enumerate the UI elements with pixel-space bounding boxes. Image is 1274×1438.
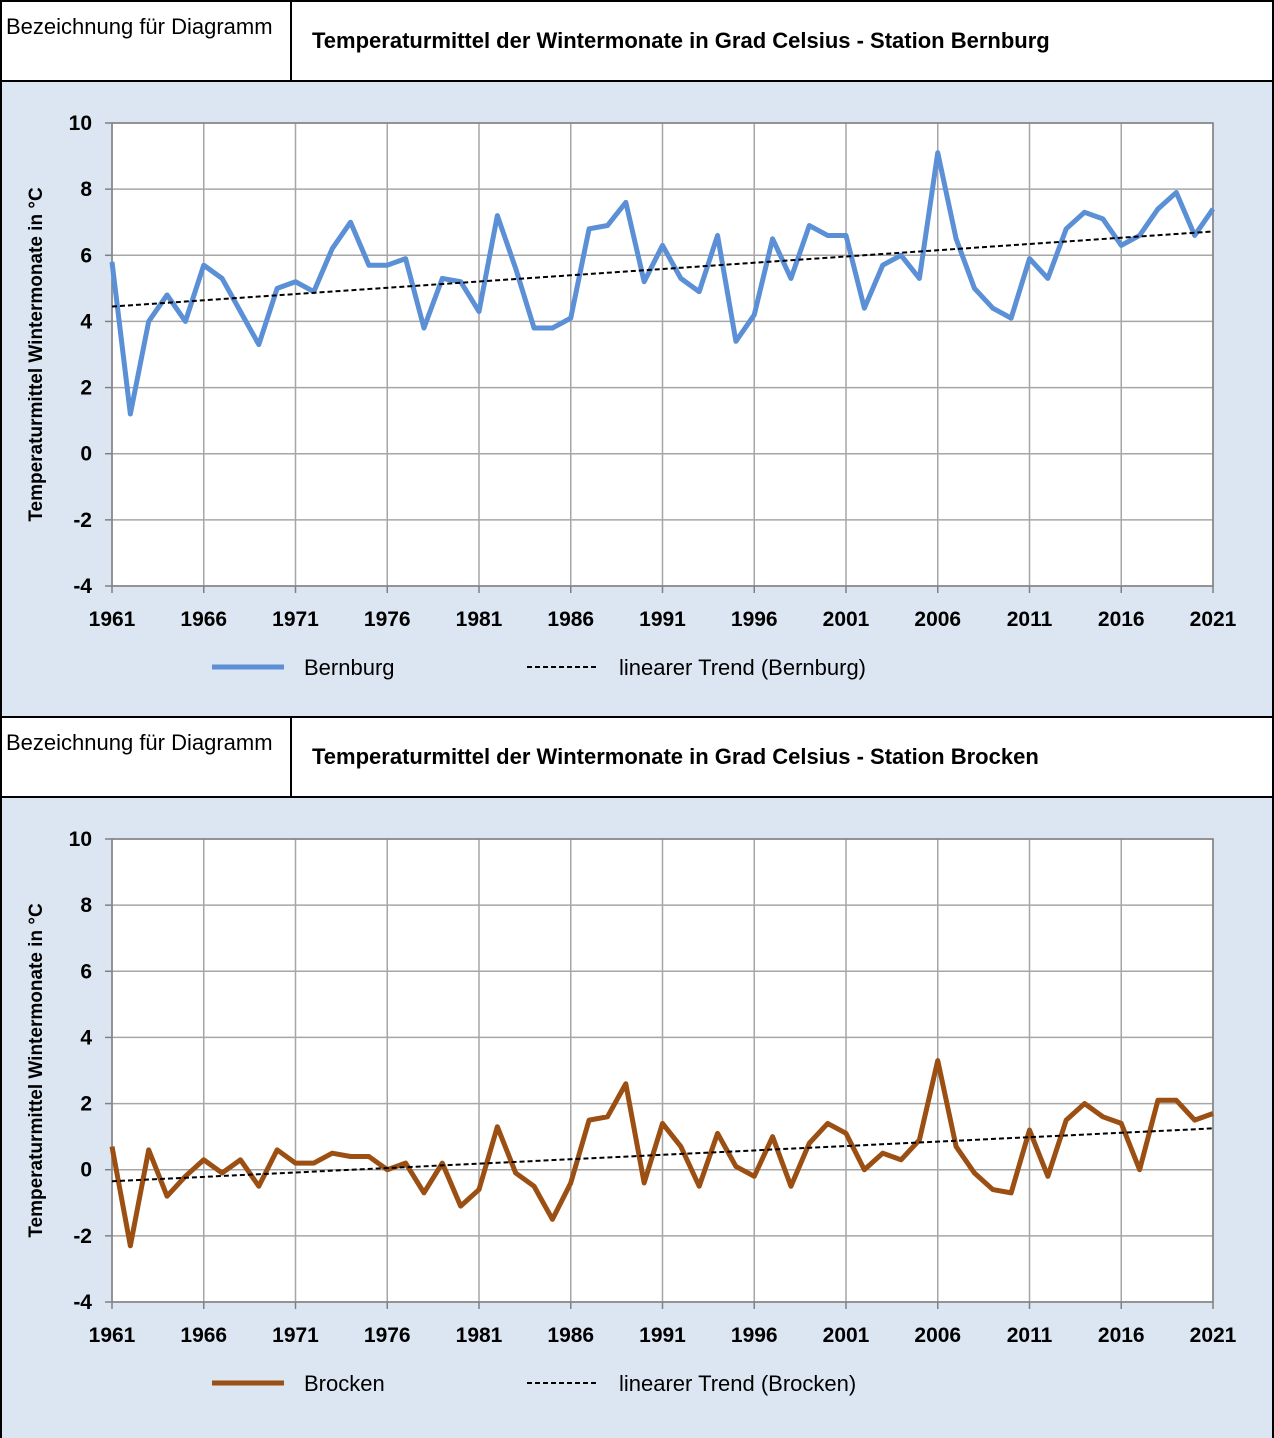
- x-tick-label: 2016: [1098, 608, 1145, 631]
- x-tick-label: 1961: [89, 1324, 136, 1347]
- y-tick-label: 0: [80, 1159, 92, 1182]
- chart-title: Temperaturmittel der Wintermonate in Gra…: [312, 28, 1050, 53]
- chart-block: Bezeichnung für Diagramm Temperaturmitte…: [0, 0, 1274, 718]
- x-tick-label: 1986: [547, 1324, 594, 1347]
- y-axis-label: Temperaturmittel Wintermonate in °C: [26, 903, 47, 1238]
- x-tick-label: 2021: [1190, 608, 1237, 631]
- plot-border: [111, 122, 1214, 587]
- y-tick-label: 6: [80, 960, 92, 983]
- data-line: [109, 1058, 1214, 1249]
- x-tick-label: 1996: [731, 1324, 778, 1347]
- y-tick-label: 10: [69, 112, 92, 135]
- y-tick-label: -4: [73, 575, 92, 598]
- plot-border: [111, 838, 1214, 1303]
- x-tick-label: 2011: [1007, 608, 1053, 631]
- legend-label: Bernburg: [304, 655, 395, 680]
- header-label: Bezeichnung für Diagramm: [2, 2, 292, 80]
- x-tick-label: 1971: [272, 1324, 319, 1347]
- x-tick-label: 2011: [1007, 1324, 1053, 1347]
- y-tick-label: -4: [73, 1291, 92, 1314]
- y-tick-label: 0: [80, 443, 92, 466]
- x-tick-label: 2001: [823, 608, 870, 631]
- y-tick-label: 4: [80, 1026, 92, 1049]
- chart: -4 -2 0 2 4 6 8 10 1961 1966 1971 1976 1981 1986 1991 1…: [2, 82, 1272, 718]
- x-tick-label: 1996: [731, 608, 778, 631]
- y-tick-label: 6: [80, 244, 92, 267]
- x-tick-label: 1981: [456, 1324, 503, 1347]
- legend-label: Brocken: [304, 1371, 385, 1396]
- x-tick-label: 1976: [364, 608, 411, 631]
- x-tick-label: 2021: [1190, 1324, 1237, 1347]
- chart-title: Temperaturmittel der Wintermonate in Gra…: [312, 744, 1039, 769]
- x-tick-label: 1991: [639, 1324, 686, 1347]
- y-tick-label: 4: [80, 310, 92, 333]
- x-tick-label: 1971: [272, 608, 319, 631]
- y-tick-label: 8: [80, 178, 92, 201]
- chart-header: Bezeichnung für Diagramm Temperaturmitte…: [2, 718, 1272, 798]
- header-label: Bezeichnung für Diagramm: [2, 718, 292, 796]
- data-line: [109, 150, 1216, 417]
- y-tick-label: 2: [80, 1093, 92, 1116]
- x-tick-label: 1986: [547, 608, 594, 631]
- x-tick-label: 1966: [180, 1324, 227, 1347]
- x-tick-label: 1961: [89, 608, 136, 631]
- chart-header: Bezeichnung für Diagramm Temperaturmitte…: [2, 2, 1272, 82]
- y-tick-label: -2: [73, 1225, 92, 1248]
- x-tick-label: 1966: [180, 608, 227, 631]
- legend-label: linearer Trend (Bernburg): [619, 655, 866, 680]
- legend-label: linearer Trend (Brocken): [619, 1371, 856, 1396]
- y-tick-label: 10: [69, 828, 92, 851]
- y-tick-label: -2: [73, 509, 92, 532]
- y-tick-label: 8: [80, 894, 92, 917]
- y-axis-label: Temperaturmittel Wintermonate in °C: [26, 187, 47, 522]
- x-tick-label: 2001: [823, 1324, 870, 1347]
- x-tick-label: 2016: [1098, 1324, 1145, 1347]
- x-tick-label: 1981: [456, 608, 503, 631]
- x-tick-label: 1976: [364, 1324, 411, 1347]
- x-tick-label: 2006: [914, 1324, 961, 1347]
- chart-block: Bezeichnung für Diagramm Temperaturmitte…: [0, 716, 1274, 1438]
- x-tick-label: 2006: [914, 608, 961, 631]
- chart: -4 -2 0 2 4 6 8 10 1961 1966 1971 1976 1981 1986 1991 1…: [2, 798, 1272, 1438]
- x-tick-label: 1991: [639, 608, 686, 631]
- y-tick-label: 2: [80, 377, 92, 400]
